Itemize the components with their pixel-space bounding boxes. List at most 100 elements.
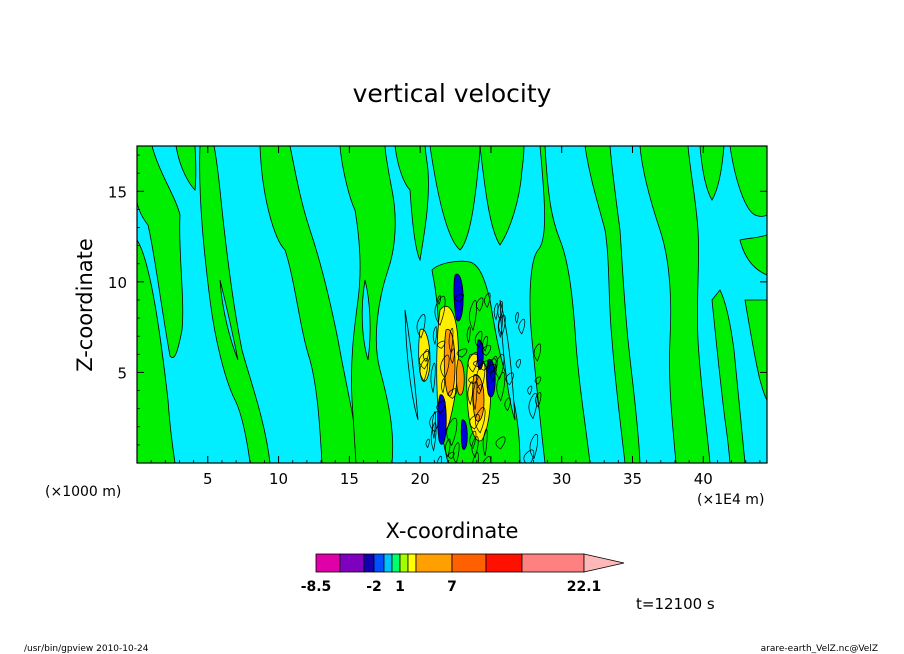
y-axis-label: Z-coordinate xyxy=(73,238,97,372)
contour-line xyxy=(437,340,446,349)
colorbar-segment xyxy=(373,553,385,573)
cyan-region-1 xyxy=(361,279,371,361)
x-tick-label: 25 xyxy=(481,470,500,488)
contour-line xyxy=(493,303,499,321)
contour-line xyxy=(534,376,542,385)
contour-line xyxy=(504,397,511,412)
contour-line xyxy=(416,314,426,339)
downdraft-region-2 xyxy=(486,358,496,398)
colorbar-segment xyxy=(339,553,365,573)
contour-line xyxy=(472,452,479,463)
x-tick-label: 5 xyxy=(203,470,213,488)
y-tick-label: 15 xyxy=(108,183,127,201)
contour-line xyxy=(529,434,539,460)
contour-line xyxy=(436,400,446,414)
contour-line xyxy=(478,360,490,371)
contour-line xyxy=(445,438,451,458)
colorbar-segment xyxy=(391,553,401,573)
green-region-6 xyxy=(394,146,429,262)
contour-line xyxy=(505,372,514,386)
green-region-1 xyxy=(137,239,176,463)
x-axis: 5 10 15 20 25 30 35 40 xyxy=(150,146,761,488)
contour-line xyxy=(450,348,455,364)
x-axis-label: X-coordinate xyxy=(386,519,519,543)
contour-line xyxy=(441,378,445,394)
x-tick-label: 35 xyxy=(623,470,642,488)
colorbar-tick-label: -2 xyxy=(366,579,382,595)
contour-line xyxy=(515,359,521,369)
contour-line xyxy=(456,348,468,358)
contour-line xyxy=(436,455,443,463)
y-tick-label: 5 xyxy=(117,364,127,382)
contour-line xyxy=(423,349,429,363)
downdraft-region-0 xyxy=(453,273,464,322)
x-tick-label: 20 xyxy=(411,470,430,488)
colorbar-segment xyxy=(521,553,585,573)
contour-line xyxy=(496,372,506,402)
contour-line xyxy=(482,335,488,352)
colorbar-segment xyxy=(407,553,417,573)
contour-line xyxy=(528,393,538,420)
contour-line xyxy=(484,292,491,308)
green-region-7 xyxy=(429,146,481,251)
contour-line xyxy=(474,331,483,349)
footer-left: /usr/bin/gpview 2010-10-24 xyxy=(24,644,149,654)
colorbar-segment xyxy=(451,553,487,573)
contour-line xyxy=(498,315,506,336)
contour-line xyxy=(497,314,503,339)
x-unit-right: (×1E4 m) xyxy=(697,492,764,508)
contour-line xyxy=(418,351,431,370)
y-tick-label: 10 xyxy=(108,274,127,292)
contour-regions xyxy=(137,146,767,463)
contour-line xyxy=(476,384,483,395)
contour-line xyxy=(476,297,484,312)
contour-line xyxy=(467,381,474,406)
contour-line xyxy=(482,428,488,456)
time-label: t=12100 s xyxy=(636,595,715,613)
colorbar-segment xyxy=(383,553,393,573)
contour-line xyxy=(494,354,505,380)
contour-line xyxy=(469,300,477,332)
colorbar-segment xyxy=(363,553,375,573)
plot-frame xyxy=(136,145,768,464)
green-region-3 xyxy=(175,146,197,191)
contour-line xyxy=(474,407,486,434)
contour-line xyxy=(425,438,430,449)
contour-line xyxy=(448,388,458,399)
colorbar-arrow xyxy=(583,553,625,573)
green-region-12 xyxy=(699,146,725,201)
x-tick-label: 30 xyxy=(552,470,571,488)
colorbar-labels: -8.5 -2 1 7 22.1 xyxy=(301,579,602,595)
green-region-2 xyxy=(199,146,271,463)
contour-line xyxy=(495,436,506,450)
contour-line xyxy=(533,343,542,362)
green-region-0 xyxy=(137,146,184,358)
contour-line xyxy=(471,436,479,458)
colorbar-segment xyxy=(315,553,341,573)
cyan-region-0 xyxy=(219,279,239,361)
strong-updraft-region-1 xyxy=(472,374,485,422)
contour-line xyxy=(440,354,450,379)
green-region-16 xyxy=(739,234,767,276)
contour-line xyxy=(527,385,533,396)
colorbar-segment xyxy=(485,553,523,573)
contour-line xyxy=(429,411,441,433)
contour-line xyxy=(467,352,479,373)
colorbar-tick-label: 7 xyxy=(447,579,457,595)
x-tick-label: 40 xyxy=(694,470,713,488)
contour-line xyxy=(430,363,436,393)
green-region-11 xyxy=(639,146,711,463)
x-tick-label: 15 xyxy=(340,470,359,488)
contour-line xyxy=(434,296,446,326)
contour-line xyxy=(432,326,438,346)
plot-area xyxy=(137,146,767,463)
contour-line xyxy=(468,375,479,385)
colorbar-tick-label: 1 xyxy=(395,579,405,595)
x-unit-left: (×1000 m) xyxy=(45,484,121,500)
green-region-14 xyxy=(711,289,746,463)
contour-line xyxy=(469,430,477,450)
strong-updraft-region-2 xyxy=(456,359,465,396)
contour-line xyxy=(472,381,478,410)
colorbar xyxy=(315,553,625,573)
